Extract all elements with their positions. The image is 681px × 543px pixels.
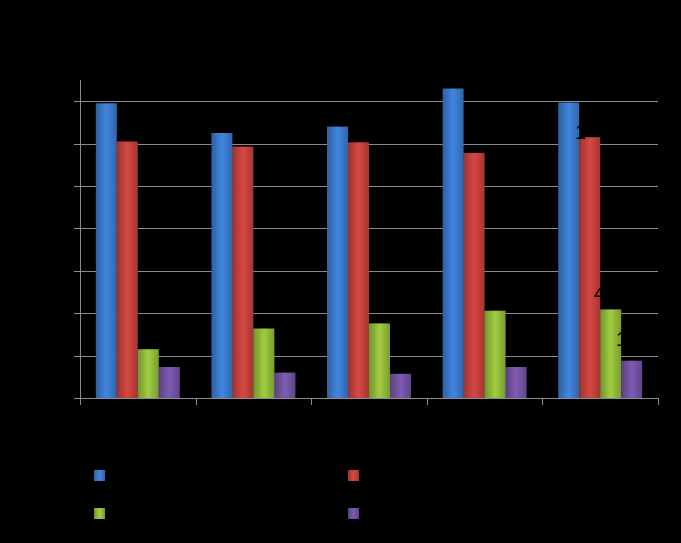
bar bbox=[137, 349, 159, 398]
bar bbox=[327, 126, 348, 398]
bar bbox=[95, 103, 117, 399]
bar bbox=[253, 328, 275, 398]
bar bbox=[369, 323, 390, 398]
legend-swatch bbox=[348, 508, 359, 519]
bar bbox=[274, 372, 296, 398]
bar bbox=[579, 137, 601, 398]
bar bbox=[116, 141, 138, 398]
bar bbox=[158, 367, 180, 398]
data-label-fragment: 4 bbox=[594, 283, 605, 305]
data-label-fragment: 1 bbox=[616, 329, 627, 351]
legend-swatch bbox=[348, 470, 359, 481]
bars bbox=[95, 88, 643, 399]
bar bbox=[348, 142, 369, 398]
bar bbox=[390, 373, 411, 398]
legend-swatch bbox=[94, 508, 105, 519]
data-label-fragments: 1 4 1 bbox=[575, 122, 627, 351]
legend-swatch bbox=[94, 470, 105, 481]
bar bbox=[232, 146, 254, 398]
data-label-fragment: 1 bbox=[575, 122, 586, 144]
bar bbox=[463, 152, 485, 398]
bar bbox=[600, 309, 622, 398]
bar bbox=[505, 367, 527, 398]
bar bbox=[211, 133, 233, 398]
bar bbox=[484, 310, 506, 398]
bar bbox=[442, 88, 464, 398]
axes bbox=[74, 80, 659, 405]
bar bbox=[621, 360, 643, 398]
legend bbox=[94, 470, 359, 519]
bar bbox=[558, 102, 580, 398]
